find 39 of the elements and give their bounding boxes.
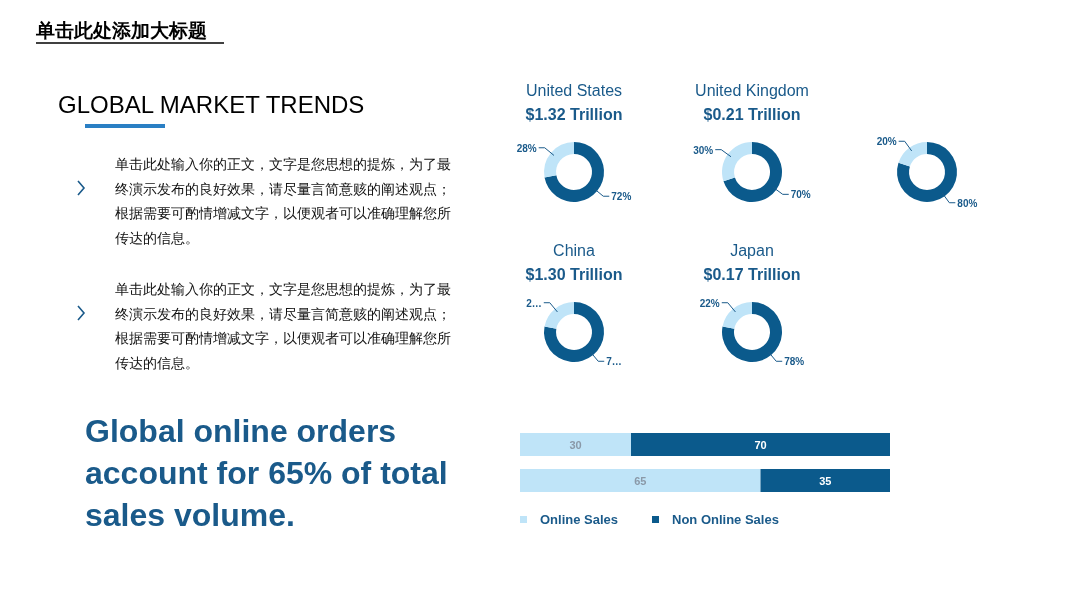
donut-slice	[544, 142, 604, 202]
chart-subtitle: $1.32 Trillion	[525, 106, 623, 123]
chart-subtitle: $0.21 Trillion	[703, 106, 801, 123]
data-label: 30	[569, 439, 582, 451]
text: 单击此处输入你的正文，文字是您思想的提炼，为了最终演示发布的良好效果，请尽量言简意赅的阐述观点；根据需要可酌情增减文字，以便观者可以准确理解您所传达的信息。	[115, 281, 452, 373]
data-label: 2…	[526, 297, 542, 309]
donut-slice	[544, 302, 604, 362]
data-label: 20%	[876, 136, 897, 148]
text: 单击此处添加大标题	[35, 20, 207, 41]
data-label: 22%	[699, 297, 720, 309]
donut-slice	[544, 302, 574, 329]
data-label: 7…	[606, 356, 622, 368]
donut-slice	[722, 142, 752, 182]
chart-subtitle: $1.30 Trillion	[525, 266, 623, 283]
donut-slice	[722, 302, 782, 362]
legend-label: Online Sales	[540, 512, 619, 527]
chart-title: United States	[525, 82, 623, 99]
donut-slice	[898, 142, 927, 167]
chart-subtitle: $0.17 Trillion	[703, 266, 801, 283]
donut-slice	[897, 142, 957, 202]
legend-label: Non Online Sales	[672, 512, 779, 527]
donut-slice	[544, 142, 574, 178]
data-label: 30%	[693, 144, 714, 156]
data-label: 70%	[790, 189, 811, 201]
text: 单击此处输入你的正文，文字是您思想的提炼，为了最终演示发布的良好效果，请尽量言简意赅的阐述观点；根据需要可酌情增减文字，以便观者可以准确理解您所传达的信息。	[115, 156, 452, 248]
donut-slice	[723, 142, 782, 202]
data-label: 35	[819, 475, 832, 487]
text: Global online orders account for 65% of total sales volume.	[85, 412, 449, 535]
data-label: 80%	[957, 197, 978, 209]
data-label: 65	[634, 475, 647, 487]
text: GLOBAL MARKET TRENDS	[58, 91, 365, 118]
donut-slice	[722, 302, 752, 329]
chart-title: United Kingdom	[695, 82, 809, 99]
data-label: 72%	[611, 191, 632, 203]
data-label: 28%	[516, 142, 537, 154]
data-label: 70	[754, 439, 767, 451]
chart-title: China	[553, 242, 595, 259]
chart-title: Japan	[730, 242, 774, 259]
data-label: 78%	[784, 356, 805, 368]
